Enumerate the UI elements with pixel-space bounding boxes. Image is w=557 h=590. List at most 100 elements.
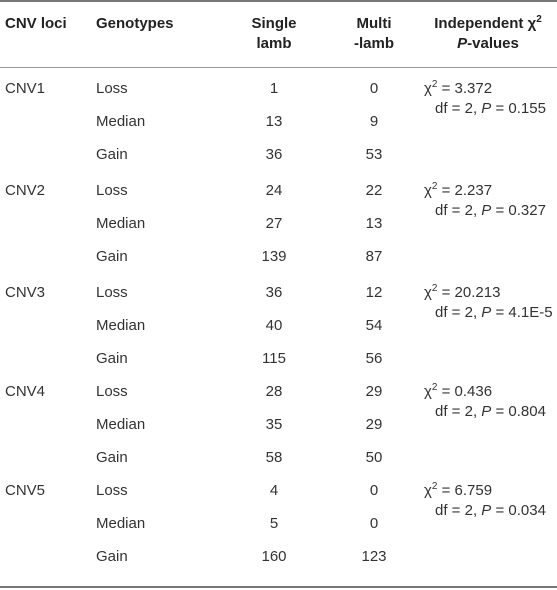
genotype-cell: Median: [96, 317, 146, 334]
single-lamb-cell: 27: [265, 215, 283, 232]
locus-label: CNV2: [5, 182, 46, 199]
p-value: = 4.1E-5: [491, 304, 553, 321]
p-symbol: P: [481, 502, 492, 519]
multi-lamb-cell: 0: [369, 482, 379, 499]
locus-label: CNV1: [5, 80, 46, 97]
header-indep-line1: Independent χ: [434, 15, 537, 32]
genotype-cell: Gain: [96, 449, 128, 466]
chi-square-cell: χ2 = 6.759 df = 2, P = 0.034: [424, 481, 546, 521]
chi-square-cell: χ2 = 20.213 df = 2, P = 4.1E-5: [424, 283, 553, 323]
chi-symbol: χ: [424, 284, 432, 301]
genotype-cell: Gain: [96, 548, 128, 565]
chi-value: = 6.759: [437, 482, 493, 499]
p-symbol: P: [481, 202, 492, 219]
multi-lamb-cell: 22: [365, 182, 383, 199]
chi-value: = 20.213: [437, 284, 501, 301]
single-lamb-cell: 139: [261, 248, 287, 265]
genotype-cell: Gain: [96, 146, 128, 163]
multi-lamb-cell: 53: [365, 146, 383, 163]
multi-lamb-cell: 87: [365, 248, 383, 265]
single-lamb-cell: 36: [265, 146, 283, 163]
genotype-cell: Loss: [96, 383, 128, 400]
p-value: = 0.034: [491, 502, 546, 519]
multi-lamb-cell: 29: [365, 383, 383, 400]
multi-lamb-cell: 13: [365, 215, 383, 232]
genotype-cell: Median: [96, 515, 146, 532]
multi-lamb-cell: 9: [369, 113, 379, 130]
header-multi-line2: -lamb: [353, 35, 394, 52]
table-top-rule: [0, 0, 557, 2]
genotype-cell: Median: [96, 416, 146, 433]
df-text: df = 2,: [435, 403, 482, 420]
header-multi-lamb: Multi -lamb: [334, 14, 414, 54]
multi-lamb-cell: 123: [361, 548, 387, 565]
chi-symbol: χ: [424, 80, 432, 97]
single-lamb-cell: 35: [265, 416, 283, 433]
locus-label: CNV4: [5, 383, 46, 400]
chi-value: = 3.372: [437, 80, 493, 97]
single-lamb-cell: 1: [269, 80, 279, 97]
single-lamb-cell: 58: [265, 449, 283, 466]
multi-lamb-cell: 54: [365, 317, 383, 334]
genotype-cell: Loss: [96, 284, 128, 301]
single-lamb-cell: 36: [265, 284, 283, 301]
chi-superscript: 2: [431, 283, 438, 294]
header-rule: [0, 67, 557, 68]
header-multi-line1: Multi: [356, 15, 392, 32]
chi-value: = 2.237: [437, 182, 493, 199]
df-text: df = 2,: [435, 304, 482, 321]
p-value-line: df = 2, P = 4.1E-5: [424, 303, 553, 323]
chi-superscript: 2: [431, 382, 438, 393]
chi-square-cell: χ2 = 0.436 df = 2, P = 0.804: [424, 382, 546, 422]
genotype-cell: Gain: [96, 350, 128, 367]
header-independent-chi2: Independent χ2 P-values: [424, 14, 552, 54]
header-indep-p: P: [457, 35, 468, 52]
p-value: = 0.804: [491, 403, 546, 420]
genotype-cell: Gain: [96, 248, 128, 265]
p-value-line: df = 2, P = 0.155: [424, 99, 546, 119]
p-value-line: df = 2, P = 0.804: [424, 402, 546, 422]
p-value: = 0.155: [491, 100, 546, 117]
multi-lamb-cell: 56: [365, 350, 383, 367]
single-lamb-cell: 28: [265, 383, 283, 400]
genotype-cell: Median: [96, 113, 146, 130]
header-single-line1: Single: [251, 15, 297, 32]
single-lamb-cell: 160: [261, 548, 287, 565]
genotype-cell: Loss: [96, 80, 128, 97]
chi-symbol: χ: [424, 482, 432, 499]
single-lamb-cell: 115: [262, 350, 286, 367]
header-genotypes: Genotypes: [96, 15, 174, 32]
genotype-cell: Median: [96, 215, 146, 232]
single-lamb-cell: 40: [265, 317, 283, 334]
chi-superscript: 2: [431, 79, 438, 90]
p-symbol: P: [481, 304, 492, 321]
header-cnv-loci: CNV loci: [5, 15, 67, 32]
multi-lamb-cell: 0: [369, 80, 379, 97]
df-text: df = 2,: [435, 100, 482, 117]
table-bottom-rule: [0, 586, 557, 588]
single-lamb-cell: 13: [265, 113, 283, 130]
locus-label: CNV3: [5, 284, 46, 301]
genotype-cell: Loss: [96, 482, 128, 499]
multi-lamb-cell: 0: [369, 515, 379, 532]
multi-lamb-cell: 29: [365, 416, 383, 433]
genotype-cell: Loss: [96, 182, 128, 199]
chi-symbol: χ: [424, 182, 432, 199]
locus-label: CNV5: [5, 482, 46, 499]
single-lamb-cell: 5: [269, 515, 279, 532]
single-lamb-cell: 24: [265, 182, 283, 199]
df-text: df = 2,: [435, 202, 482, 219]
df-text: df = 2,: [435, 502, 482, 519]
chi-superscript: 2: [431, 481, 438, 492]
multi-lamb-cell: 12: [365, 284, 383, 301]
chi-square-cell: χ2 = 3.372 df = 2, P = 0.155: [424, 79, 546, 119]
header-single-lamb: Single lamb: [234, 14, 314, 54]
single-lamb-cell: 4: [269, 482, 279, 499]
p-value: = 0.327: [491, 202, 546, 219]
header-single-line2: lamb: [256, 35, 292, 52]
header-indep-sup: 2: [536, 14, 542, 25]
header-indep-line2: -values: [467, 35, 519, 52]
p-value-line: df = 2, P = 0.034: [424, 501, 546, 521]
p-symbol: P: [481, 403, 492, 420]
chi-value: = 0.436: [437, 383, 493, 400]
